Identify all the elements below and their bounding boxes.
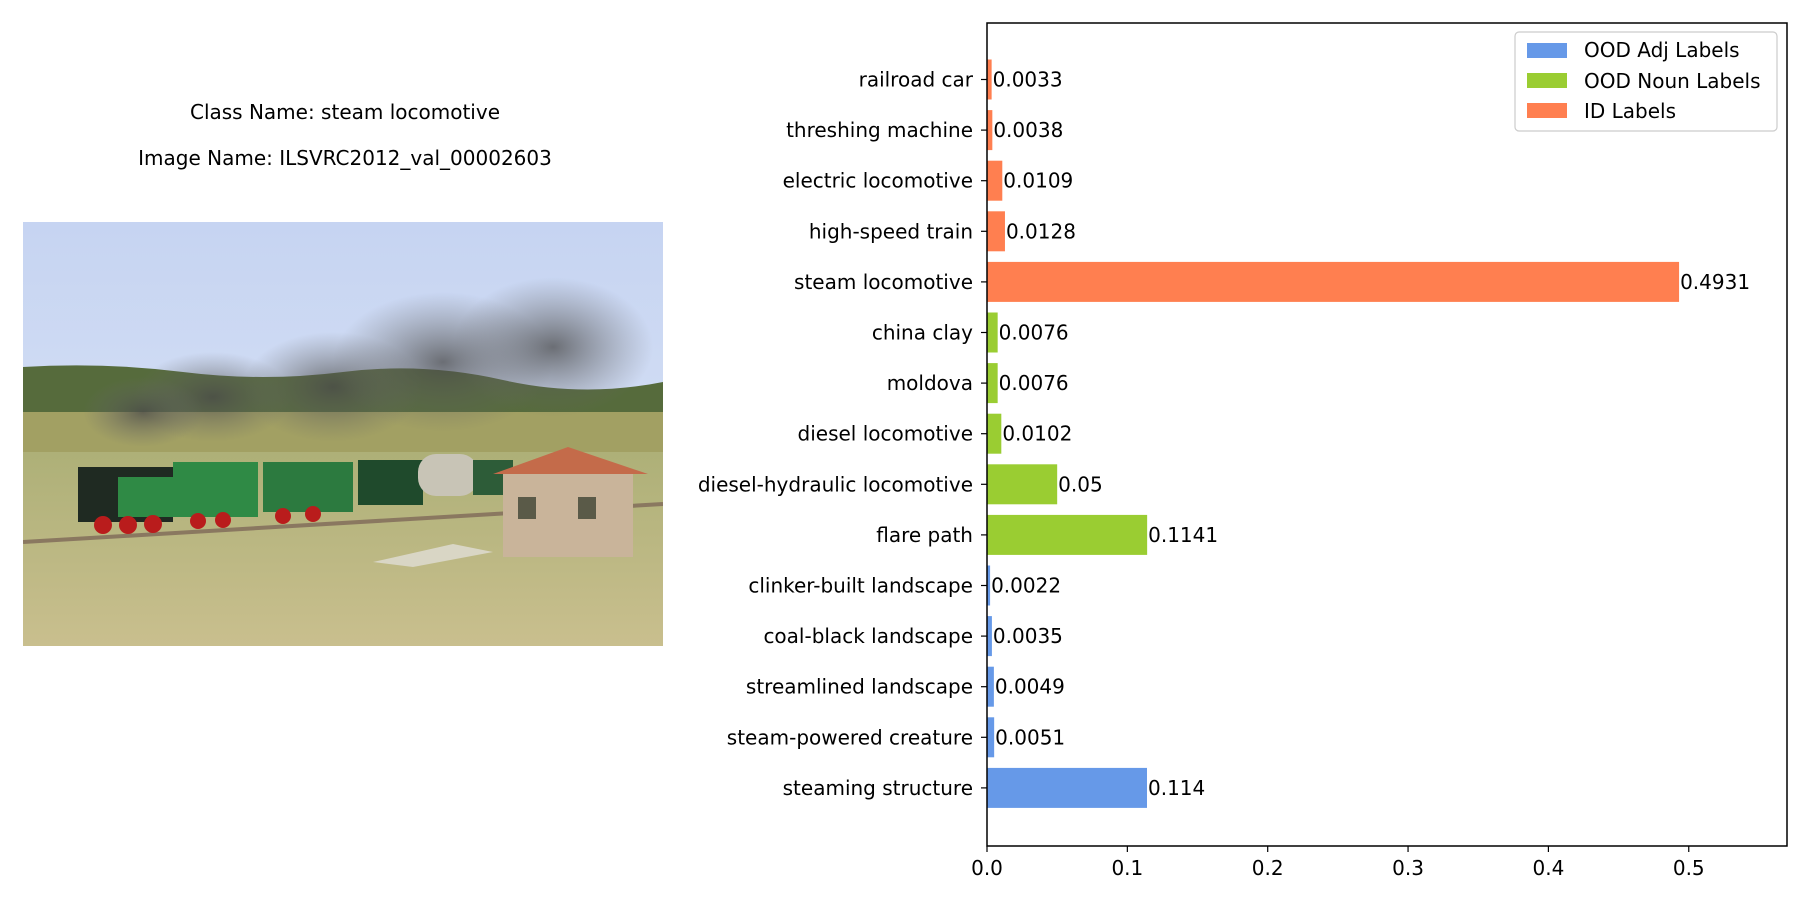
x-tick-label-5: 0.5 [1673, 856, 1705, 880]
value-label-diesel-hydraulic-locomotive: 0.05 [1058, 472, 1103, 496]
y-tick-label-high-speed-train: high-speed train [809, 219, 973, 243]
plot-frame [986, 22, 1788, 847]
y-tick-label-coal-black-landscape: coal-black landscape [763, 624, 973, 648]
value-label-threshing-machine: 0.0038 [993, 118, 1063, 142]
x-tick-label-1: 0.1 [1111, 856, 1143, 880]
y-tick-label-diesel-locomotive: diesel locomotive [798, 422, 973, 446]
bar-diesel-hydraulic-locomotive [987, 464, 1058, 505]
value-label-moldova: 0.0076 [999, 371, 1069, 395]
legend-swatch-ood-adj [1527, 43, 1567, 58]
value-label-steam-powered-creature: 0.0051 [995, 725, 1065, 749]
x-tick-label-3: 0.3 [1392, 856, 1424, 880]
y-tick-label-steam-locomotive: steam locomotive [794, 270, 973, 294]
x-tick-label-4: 0.4 [1532, 856, 1564, 880]
legend-label-id: ID Labels [1584, 99, 1676, 123]
y-tick-label-threshing-machine: threshing machine [786, 118, 973, 142]
value-label-streamlined-landscape: 0.0049 [995, 675, 1065, 699]
bar-threshing-machine [987, 110, 993, 151]
house [493, 447, 648, 557]
bar-steam-powered-creature [987, 717, 995, 758]
value-label-china-clay: 0.0076 [999, 321, 1069, 345]
value-label-diesel-locomotive: 0.0102 [1002, 422, 1072, 446]
y-tick-label-electric-locomotive: electric locomotive [783, 169, 973, 193]
bar-diesel-locomotive [987, 413, 1002, 454]
y-tick-label-moldova: moldova [887, 371, 973, 395]
x-axis-ticks: 0.0 0.1 0.2 0.3 0.4 0.5 [971, 846, 1705, 880]
legend: OOD Adj Labels OOD Noun Labels ID Labels [1514, 31, 1778, 132]
bars [987, 59, 1680, 808]
bar-electric-locomotive [987, 160, 1003, 201]
value-label-clinker-built-landscape: 0.0022 [991, 574, 1061, 598]
y-tick-label-steam-powered-creature: steam-powered creature [727, 725, 973, 749]
value-label-electric-locomotive: 0.0109 [1003, 169, 1073, 193]
smoke-clouds [83, 277, 653, 447]
train-photo [23, 222, 663, 646]
legend-swatch-ood-noun [1527, 73, 1567, 88]
y-tick-label-flare-path: flare path [876, 523, 973, 547]
x-tick-label-0: 0.0 [971, 856, 1003, 880]
bar-coal-black-landscape [987, 616, 992, 657]
value-label-steam-locomotive: 0.4931 [1680, 270, 1750, 294]
value-labels: 0.0033 0.0038 0.0109 0.0128 0.4931 0.0076 0.00… [991, 68, 1750, 800]
value-label-flare-path: 0.1141 [1148, 523, 1218, 547]
legend-label-ood-noun: OOD Noun Labels [1584, 69, 1761, 93]
legend-swatch-id [1527, 103, 1567, 118]
y-tick-labels: railroad car threshing machine electric lo… [698, 68, 987, 800]
bar-moldova [987, 363, 998, 404]
x-tick-label-2: 0.2 [1252, 856, 1284, 880]
y-tick-label-diesel-hydraulic-locomotive: diesel-hydraulic locomotive [698, 472, 973, 496]
y-tick-label-railroad-car: railroad car [859, 68, 974, 92]
bar-high-speed-train [987, 211, 1005, 252]
y-tick-label-steaming-structure: steaming structure [783, 776, 973, 800]
value-label-coal-black-landscape: 0.0035 [993, 624, 1063, 648]
value-label-high-speed-train: 0.0128 [1006, 219, 1076, 243]
class-name-caption: Class Name: steam locomotive [189, 100, 501, 124]
image-name-caption: Image Name: ILSVRC2012_val_00002603 [138, 146, 552, 170]
bar-china-clay [987, 312, 998, 353]
y-tick-label-clinker-built-landscape: clinker-built landscape [748, 574, 973, 598]
bar-steaming-structure [987, 767, 1147, 808]
y-tick-label-streamlined-landscape: streamlined landscape [746, 675, 973, 699]
legend-box [1514, 31, 1778, 132]
y-tick-label-china-clay: china clay [872, 321, 973, 345]
image-panel: Class Name: steam locomotive Image Name:… [0, 0, 690, 900]
bar-steam-locomotive [987, 261, 1680, 302]
value-label-steaming-structure: 0.114 [1148, 776, 1205, 800]
bar-clinker-built-landscape [987, 565, 991, 606]
bar-streamlined-landscape [987, 666, 994, 707]
bar-railroad-car [987, 59, 992, 100]
bar-flare-path [987, 514, 1148, 555]
legend-label-ood-adj: OOD Adj Labels [1584, 38, 1740, 62]
value-label-railroad-car: 0.0033 [993, 68, 1063, 92]
